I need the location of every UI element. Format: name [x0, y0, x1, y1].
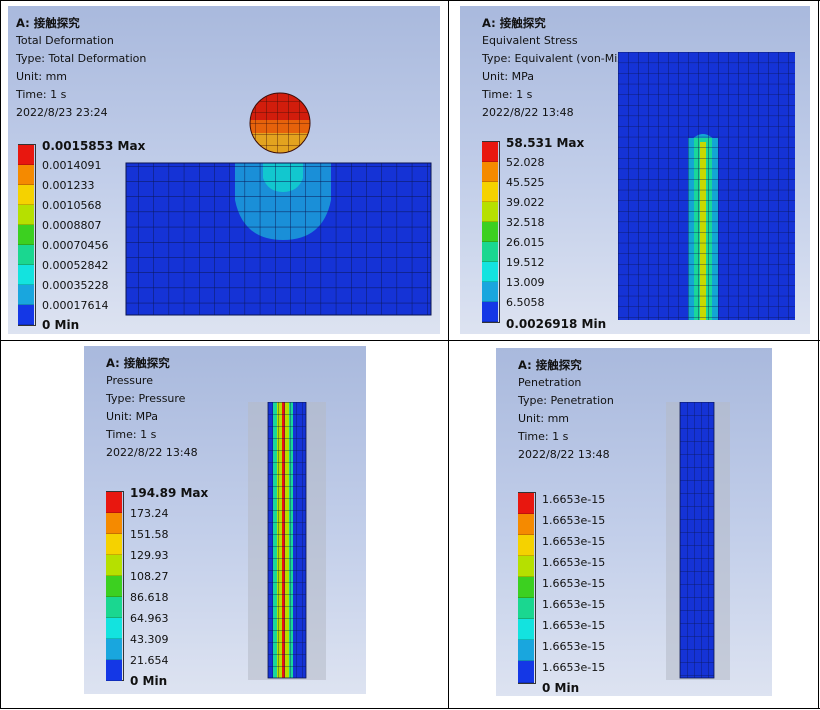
legend-label: 32.518 — [506, 216, 545, 229]
result-name: Pressure — [106, 374, 153, 387]
result-type: Type: Total Deformation — [16, 52, 147, 65]
table-divider-horizontal — [0, 340, 820, 341]
legend-label: 1.6653e-15 — [542, 640, 606, 653]
legend-label: 6.5058 — [506, 296, 545, 309]
result-date: 2022/8/22 13:48 — [106, 446, 198, 459]
legend-label: 64.963 — [130, 612, 169, 625]
legend-label: 52.028 — [506, 156, 545, 169]
legend-label: 1.6653e-15 — [542, 514, 606, 527]
panel-header: A: 接触探究 — [16, 16, 80, 30]
panel-header: A: 接触探究 — [106, 356, 170, 370]
equivalent-stress-view[interactable]: A: 接触探究 Equivalent Stress Type: Equivale… — [460, 6, 810, 334]
total-deformation-info: A: 接触探究 Total Deformation Type: Total De… — [16, 14, 146, 122]
result-time: Time: 1 s — [106, 428, 157, 441]
legend-label: 0 Min — [130, 674, 168, 688]
penetration-view[interactable]: A: 接触探究 Penetration Type: Penetration Un… — [496, 348, 772, 696]
legend-label: 1.6653e-15 — [542, 556, 606, 569]
legend-label: 1.6653e-15 — [542, 493, 606, 506]
stress-mesh — [618, 52, 795, 320]
equivalent-stress-info: A: 接触探究 Equivalent Stress Type: Equivale… — [482, 14, 677, 122]
legend-label: 0.00052842 — [42, 259, 109, 272]
result-name: Equivalent Stress — [482, 34, 578, 47]
legend-label: 26.015 — [506, 236, 545, 249]
legend-label: 1.6653e-15 — [542, 619, 606, 632]
table-border-left — [0, 0, 1, 709]
result-unit: Unit: mm — [16, 70, 68, 83]
total-deformation-view[interactable]: A: 接触探究 Total Deformation Type: Total De… — [8, 6, 440, 334]
legend-label: 1.6653e-15 — [542, 577, 606, 590]
legend-label: 0.00017614 — [42, 299, 109, 312]
result-date: 2022/8/23 23:24 — [16, 106, 108, 119]
legend-label: 43.309 — [130, 633, 169, 646]
legend-label: 1.6653e-15 — [542, 535, 606, 548]
legend-label: 0.0014091 — [42, 159, 102, 172]
legend-label: 45.525 — [506, 176, 545, 189]
pressure-info: A: 接触探究 Pressure Type: Pressure Unit: MP… — [106, 354, 198, 462]
penetration-info: A: 接触探究 Penetration Type: Penetration Un… — [518, 356, 614, 464]
result-unit: Unit: mm — [518, 412, 570, 425]
pressure-mesh — [248, 402, 326, 680]
result-date: 2022/8/22 13:48 — [482, 106, 574, 119]
table-divider-vertical — [448, 0, 449, 709]
result-type: Type: Penetration — [518, 394, 614, 407]
result-unit: Unit: MPa — [106, 410, 158, 423]
pressure-view[interactable]: A: 接触探究 Pressure Type: Pressure Unit: MP… — [84, 346, 366, 694]
legend-label: 58.531 Max — [506, 136, 585, 150]
result-time: Time: 1 s — [16, 88, 67, 101]
legend-label: 19.512 — [506, 256, 545, 269]
table-border-bottom — [0, 708, 820, 709]
legend-label: 0.0010568 — [42, 199, 102, 212]
result-name: Total Deformation — [16, 34, 114, 47]
legend-label: 13.009 — [506, 276, 545, 289]
legend-label: 39.022 — [506, 196, 545, 209]
deformation-mesh — [125, 92, 432, 316]
legend-label: 194.89 Max — [130, 486, 209, 500]
legend-label: 0 Min — [42, 318, 80, 332]
result-date: 2022/8/22 13:48 — [518, 448, 610, 461]
result-type: Type: Pressure — [106, 392, 186, 405]
legend-label: 151.58 — [130, 528, 169, 541]
legend-label: 0.0008807 — [42, 219, 102, 232]
legend-label: 108.27 — [130, 570, 169, 583]
table-border-top — [0, 0, 820, 1]
table-border-right — [818, 0, 819, 709]
legend-label: 1.6653e-15 — [542, 598, 606, 611]
legend-label: 0.00035228 — [42, 279, 109, 292]
legend-label: 0.0015853 Max — [42, 139, 146, 153]
legend-label: 0.001233 — [42, 179, 95, 192]
panel-header: A: 接触探究 — [518, 358, 582, 372]
penetration-mesh — [666, 402, 730, 680]
legend-label: 0.00070456 — [42, 239, 109, 252]
legend-label: 0.0026918 Min — [506, 317, 607, 331]
legend-label: 1.6653e-15 — [542, 661, 606, 674]
legend-label: 0 Min — [542, 681, 580, 695]
legend-label: 86.618 — [130, 591, 169, 604]
result-unit: Unit: MPa — [482, 70, 534, 83]
legend-label: 173.24 — [130, 507, 169, 520]
legend-label: 129.93 — [130, 549, 169, 562]
result-name: Penetration — [518, 376, 582, 389]
panel-header: A: 接触探究 — [482, 16, 546, 30]
result-time: Time: 1 s — [518, 430, 569, 443]
result-time: Time: 1 s — [482, 88, 533, 101]
legend-label: 21.654 — [130, 654, 169, 667]
